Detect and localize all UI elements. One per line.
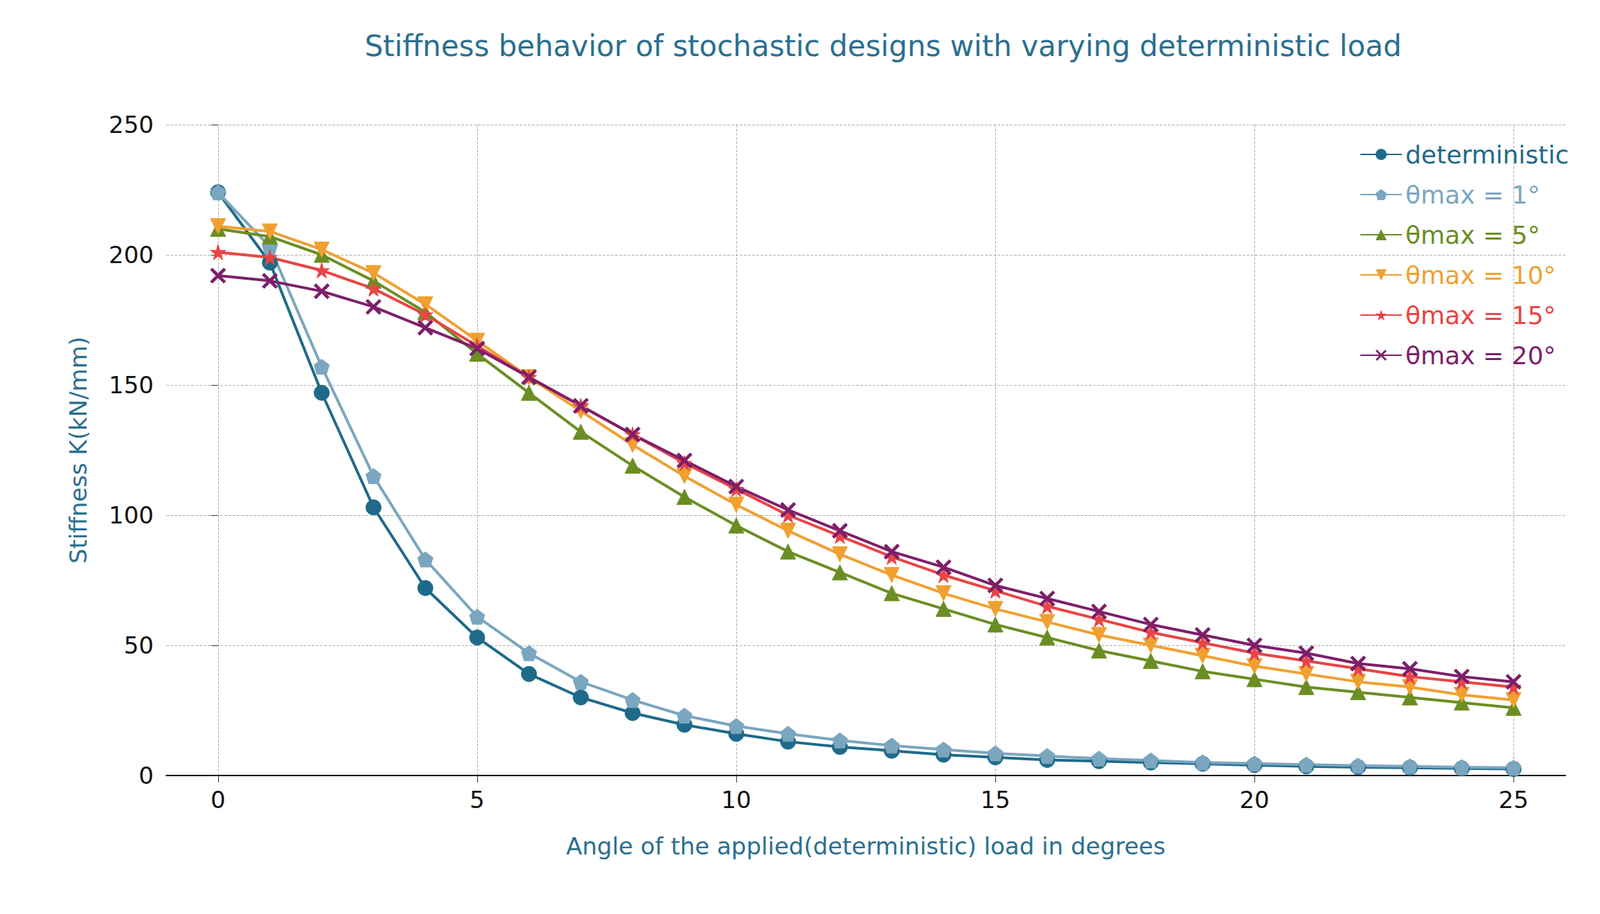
svg-text:θmax = 1°: θmax = 1° [1405, 180, 1540, 210]
svg-text:θmax = 15°: θmax = 15° [1405, 301, 1556, 330]
svg-text:Stiffness K(kN/mm): Stiffness K(kN/mm) [64, 336, 93, 564]
svg-text:25: 25 [1498, 786, 1529, 814]
svg-text:deterministic: deterministic [1405, 140, 1569, 170]
svg-text:5: 5 [469, 786, 485, 814]
svg-text:Stiffness behavior of stochast: Stiffness behavior of stochastic designs… [364, 29, 1402, 64]
svg-text:100: 100 [108, 501, 154, 530]
svg-text:150: 150 [108, 371, 154, 399]
svg-text:0: 0 [210, 786, 226, 814]
svg-text:50: 50 [123, 631, 154, 660]
svg-text:θmax = 5°: θmax = 5° [1405, 220, 1540, 250]
svg-text:20: 20 [1239, 786, 1269, 814]
svg-text:15: 15 [980, 786, 1010, 814]
svg-text:Angle of the applied(determini: Angle of the applied(deterministic) load… [565, 832, 1166, 861]
svg-text:10: 10 [721, 786, 751, 814]
svg-text:θmax = 10°: θmax = 10° [1405, 261, 1556, 290]
svg-text:250: 250 [108, 110, 154, 139]
svg-text:0: 0 [138, 761, 154, 790]
svg-text:θmax = 20°: θmax = 20° [1405, 341, 1556, 370]
svg-text:200: 200 [108, 241, 154, 269]
